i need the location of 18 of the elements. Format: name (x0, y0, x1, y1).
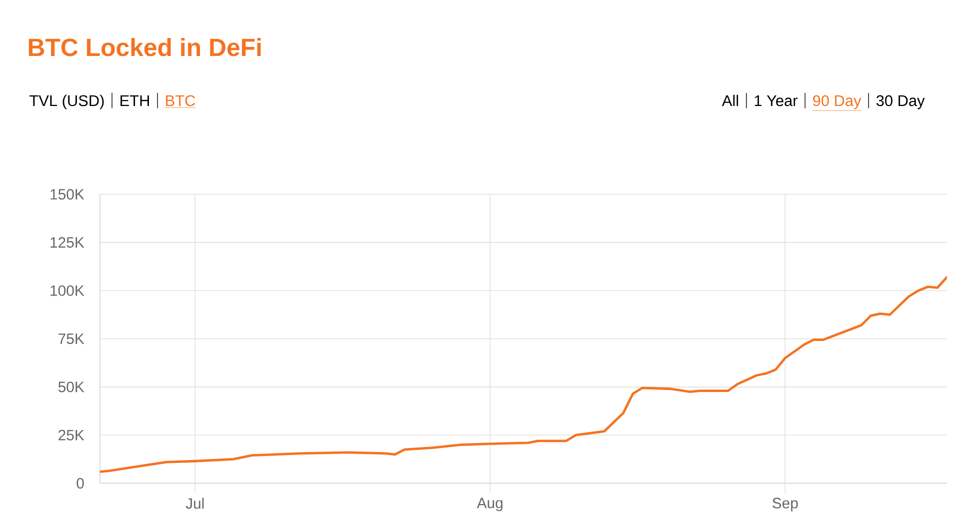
y-tick-label: 125K (50, 237, 84, 248)
y-tick-label: 150K (50, 189, 84, 200)
y-tick-label: 100K (50, 285, 84, 296)
x-tick-label: Sep (772, 498, 798, 512)
chart-title: BTC Locked in DeFi (28, 38, 261, 56)
x-tick-label: Jul (186, 498, 204, 509)
text: All (722, 94, 738, 106)
x-tick-label: Aug (476, 498, 502, 512)
y-tick-label: 50K (58, 382, 84, 392)
y-tick-label: 25K (58, 430, 84, 441)
text: 90 Day (813, 95, 862, 110)
text: BTC (166, 95, 196, 106)
y-tick-label: 75K (58, 334, 84, 344)
text: 30 Day (876, 95, 925, 110)
text: ETH (120, 96, 149, 106)
text: 1 Year (754, 96, 798, 106)
text: TVL (USD) (30, 94, 104, 110)
y-tick-label: 0 (76, 478, 84, 489)
